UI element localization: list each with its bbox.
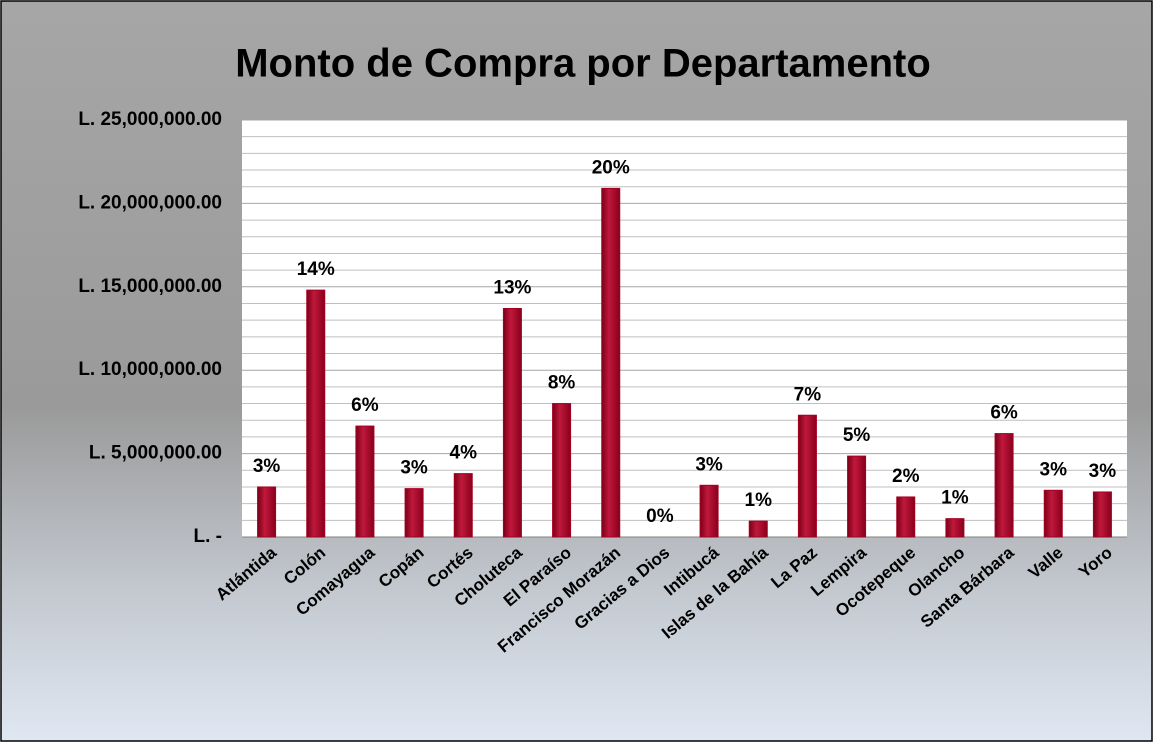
y-tick-label: L. 10,000,000.00 xyxy=(78,359,222,380)
data-label: 2% xyxy=(892,466,920,487)
bar xyxy=(847,455,867,538)
data-label: 3% xyxy=(400,458,428,479)
data-label: 4% xyxy=(450,443,478,464)
data-label: 0% xyxy=(646,506,674,527)
plot-area xyxy=(242,120,1127,537)
bar xyxy=(797,414,817,538)
data-label: 6% xyxy=(351,395,379,416)
bar xyxy=(404,488,424,538)
data-label: 8% xyxy=(548,373,576,394)
bar xyxy=(1043,489,1063,538)
data-label: 3% xyxy=(1040,459,1068,480)
data-label: 3% xyxy=(695,454,723,475)
bar xyxy=(1092,491,1112,538)
data-label: 3% xyxy=(1089,461,1117,482)
data-label: 6% xyxy=(990,403,1018,424)
data-label: 13% xyxy=(493,277,531,298)
bar xyxy=(306,289,326,538)
bar xyxy=(748,520,768,538)
bar xyxy=(699,484,719,538)
data-label: 3% xyxy=(253,456,281,477)
y-tick-label: L. 5,000,000.00 xyxy=(89,443,222,464)
bar xyxy=(896,496,916,538)
bar xyxy=(453,473,473,538)
data-label: 20% xyxy=(592,157,630,178)
chart-title: Monto de Compra por Departamento xyxy=(235,42,931,86)
data-label: 5% xyxy=(843,425,871,446)
bar xyxy=(355,425,375,538)
bar xyxy=(257,486,277,538)
bar xyxy=(945,518,965,538)
y-tick-label: L. 25,000,000.00 xyxy=(78,109,222,130)
y-tick-label: L. 20,000,000.00 xyxy=(78,192,222,213)
bar xyxy=(502,307,522,538)
data-label: 1% xyxy=(941,488,969,509)
data-label: 1% xyxy=(745,490,773,511)
bar xyxy=(552,403,572,538)
data-label: 7% xyxy=(794,384,822,405)
bar xyxy=(994,433,1014,538)
y-tick-label: L. - xyxy=(194,526,223,547)
y-tick-label: L. 15,000,000.00 xyxy=(78,276,222,297)
data-label: 14% xyxy=(297,259,335,280)
bar xyxy=(601,187,621,538)
